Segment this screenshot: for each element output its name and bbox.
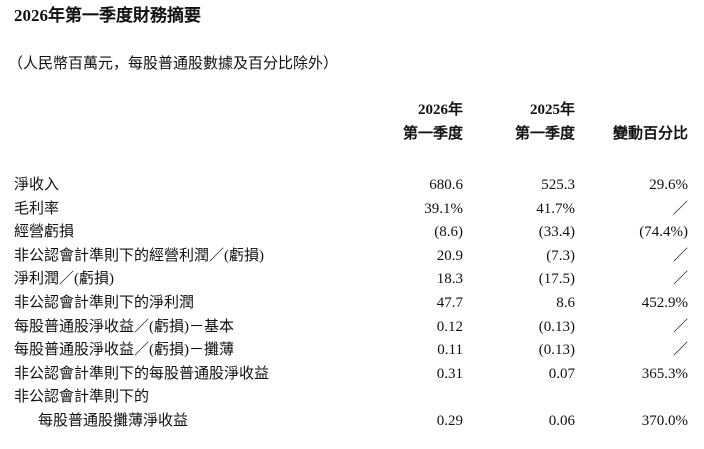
subtitle: （人民幣百萬元，每股普通股數據及百分比除外） [8, 56, 339, 72]
cell: (0.13) [538, 342, 575, 359]
cell: ／ [672, 247, 688, 264]
cell: (0.13) [538, 318, 575, 335]
row-label: 非公認會計準則下的每股普通股淨收益 [14, 365, 270, 382]
cell: (74.4%) [639, 224, 688, 241]
cell: 680.6 [429, 177, 463, 193]
cell: 0.07 [548, 365, 575, 382]
row-label: 毛利率 [14, 200, 60, 217]
cell: 452.9% [641, 295, 688, 311]
cell: 41.7% [536, 200, 575, 217]
cell: 20.9 [436, 247, 463, 264]
cell: (7.3) [546, 247, 575, 264]
cell: 0.06 [548, 413, 575, 430]
row-label: 淨利潤／(虧損) [14, 271, 114, 288]
row-label: 非公認會計準則下的經營利潤／(虧損) [14, 247, 264, 264]
cell: 8.6 [556, 295, 575, 311]
column-header: 2025年 [529, 102, 575, 118]
column-header: 第一季度 [402, 126, 463, 142]
cell: 0.12 [436, 318, 463, 335]
cell: 29.6% [649, 177, 688, 193]
cell: 0.29 [436, 413, 463, 430]
cell: (8.6) [434, 224, 463, 241]
cell: 39.1% [424, 200, 463, 217]
row-label: 每股普通股淨收益／(虧損)－基本 [14, 318, 234, 335]
cell: 0.31 [436, 365, 463, 382]
row-label: 淨收入 [14, 177, 60, 193]
column-header: 2026年 [417, 102, 463, 118]
cell: (17.5) [538, 271, 575, 288]
cell: ／ [672, 318, 688, 335]
cell: 365.3% [641, 365, 688, 382]
row-label: 非公認會計準則下的淨利潤 [14, 295, 195, 311]
row-label: 每股普通股淨收益／(虧損)－攤薄 [14, 342, 234, 359]
cell: 18.3 [436, 271, 463, 288]
column-header: 變動百分比 [612, 126, 688, 142]
cell: 47.7 [436, 295, 463, 311]
row-label: 非公認會計準則下的 [14, 389, 150, 406]
cell: 370.0% [641, 413, 688, 430]
title: 2026年第一季度財務摘要 [14, 6, 201, 25]
row-label: 每股普通股攤薄淨收益 [38, 413, 189, 430]
row-label: 經營虧損 [14, 224, 75, 241]
cell: ／ [672, 271, 688, 288]
cell: (33.4) [538, 224, 575, 241]
cell: ／ [672, 200, 688, 217]
cell: 525.3 [541, 177, 575, 193]
cell: 0.11 [437, 342, 463, 359]
cell: ／ [672, 342, 688, 359]
column-header: 第一季度 [514, 126, 575, 142]
